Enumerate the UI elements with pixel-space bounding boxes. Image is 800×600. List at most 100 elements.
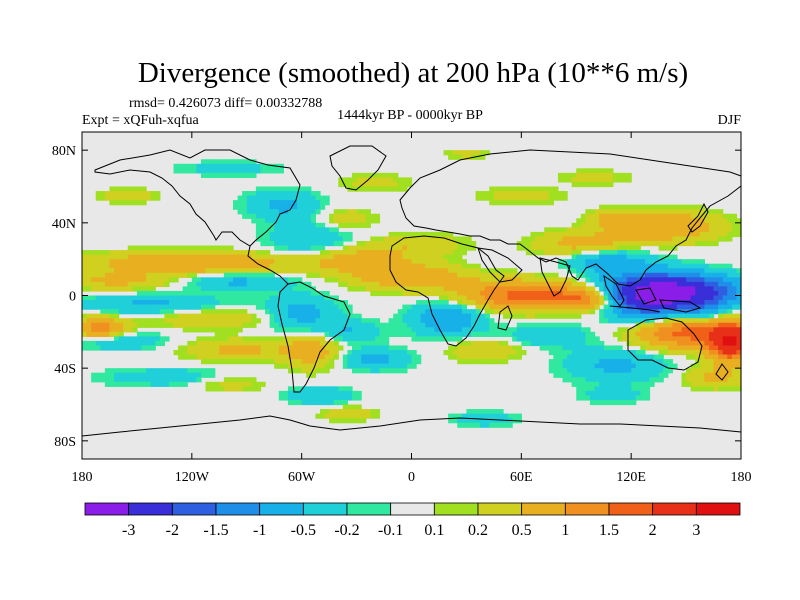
field-cell bbox=[338, 209, 344, 215]
field-cell bbox=[310, 200, 316, 206]
field-cell bbox=[718, 318, 724, 324]
field-cell bbox=[649, 377, 655, 383]
field-cell bbox=[612, 259, 619, 265]
field-cell bbox=[507, 290, 513, 297]
field-cell bbox=[704, 300, 710, 306]
field-cell bbox=[608, 345, 614, 351]
field-cell bbox=[342, 404, 349, 410]
field-cell bbox=[626, 304, 632, 310]
field-cell bbox=[333, 259, 339, 265]
field-cell bbox=[265, 290, 271, 297]
field-cell bbox=[352, 418, 358, 424]
field-cell bbox=[658, 222, 664, 228]
field-cell bbox=[361, 218, 367, 224]
field-cell bbox=[557, 281, 564, 288]
field-cell bbox=[200, 254, 207, 260]
field-cell bbox=[384, 177, 390, 183]
field-cell bbox=[342, 213, 349, 219]
field-cell bbox=[118, 368, 124, 374]
field-cell bbox=[127, 377, 133, 383]
field-cell bbox=[347, 350, 353, 356]
field-cell bbox=[713, 368, 719, 374]
field-cell bbox=[187, 318, 193, 324]
field-cell bbox=[635, 209, 641, 215]
field-cell bbox=[461, 309, 468, 315]
field-cell bbox=[237, 254, 243, 260]
field-cell bbox=[196, 345, 202, 351]
field-cell bbox=[301, 259, 307, 265]
field-cell bbox=[644, 236, 651, 242]
field-cell bbox=[379, 254, 385, 260]
field-cell bbox=[370, 241, 376, 247]
field-cell bbox=[658, 213, 664, 219]
field-cell bbox=[667, 263, 673, 269]
field-cell bbox=[352, 368, 358, 374]
field-cell bbox=[352, 218, 358, 224]
field-cell bbox=[365, 241, 371, 247]
field-cell bbox=[283, 395, 289, 401]
field-cell bbox=[535, 272, 541, 278]
field-cell bbox=[589, 245, 596, 251]
field-cell bbox=[676, 309, 683, 315]
field-cell bbox=[379, 250, 385, 256]
field-cell bbox=[626, 381, 632, 387]
field-cell bbox=[255, 295, 262, 301]
field-cell bbox=[571, 268, 577, 274]
field-cell bbox=[402, 259, 408, 265]
field-cell bbox=[708, 340, 715, 347]
field-cell bbox=[246, 204, 252, 210]
field-cell bbox=[233, 268, 239, 274]
field-cell bbox=[347, 254, 353, 260]
field-cell bbox=[695, 300, 701, 306]
field-cell bbox=[690, 272, 696, 278]
field-cell bbox=[672, 350, 678, 356]
field-cell bbox=[704, 313, 710, 319]
field-cell bbox=[388, 318, 394, 324]
field-cell bbox=[498, 322, 504, 328]
field-cell bbox=[237, 359, 243, 365]
field-cell bbox=[452, 263, 458, 269]
field-cell bbox=[278, 277, 284, 283]
field-cell bbox=[397, 281, 403, 288]
field-cell bbox=[470, 245, 477, 251]
field-cell bbox=[196, 340, 202, 347]
field-cell bbox=[132, 295, 138, 301]
field-cell bbox=[539, 300, 545, 306]
field-cell bbox=[310, 318, 316, 324]
field-cell bbox=[667, 309, 673, 315]
field-cell bbox=[457, 154, 463, 160]
field-cell bbox=[324, 272, 330, 278]
field-cell bbox=[512, 281, 518, 288]
field-cell bbox=[695, 286, 701, 292]
coastlines bbox=[81, 145, 742, 437]
field-cell bbox=[310, 350, 316, 356]
field-cell bbox=[301, 222, 307, 228]
field-cell bbox=[603, 231, 609, 238]
field-cell bbox=[539, 186, 545, 192]
field-cell bbox=[480, 322, 486, 328]
field-cell bbox=[548, 322, 554, 328]
field-cell bbox=[361, 222, 367, 228]
field-cell bbox=[695, 350, 701, 356]
field-cell bbox=[205, 381, 211, 387]
field-cell bbox=[292, 200, 298, 206]
field-cell bbox=[457, 418, 463, 424]
field-cell bbox=[356, 390, 362, 397]
field-cell bbox=[484, 277, 490, 283]
field-cell bbox=[214, 340, 220, 347]
field-cell bbox=[438, 322, 445, 328]
field-cell bbox=[100, 263, 106, 269]
field-cell bbox=[484, 331, 490, 337]
field-cell bbox=[118, 195, 124, 201]
field-cell bbox=[255, 386, 262, 392]
field-cell bbox=[736, 313, 742, 319]
field-cell bbox=[150, 372, 156, 378]
divergence-field bbox=[82, 150, 742, 428]
field-cell bbox=[516, 277, 522, 283]
field-cell bbox=[626, 177, 632, 183]
field-cell bbox=[425, 236, 431, 242]
field-cell bbox=[278, 336, 284, 342]
field-cell bbox=[535, 281, 541, 288]
field-cell bbox=[548, 313, 554, 319]
field-cell bbox=[278, 359, 284, 365]
